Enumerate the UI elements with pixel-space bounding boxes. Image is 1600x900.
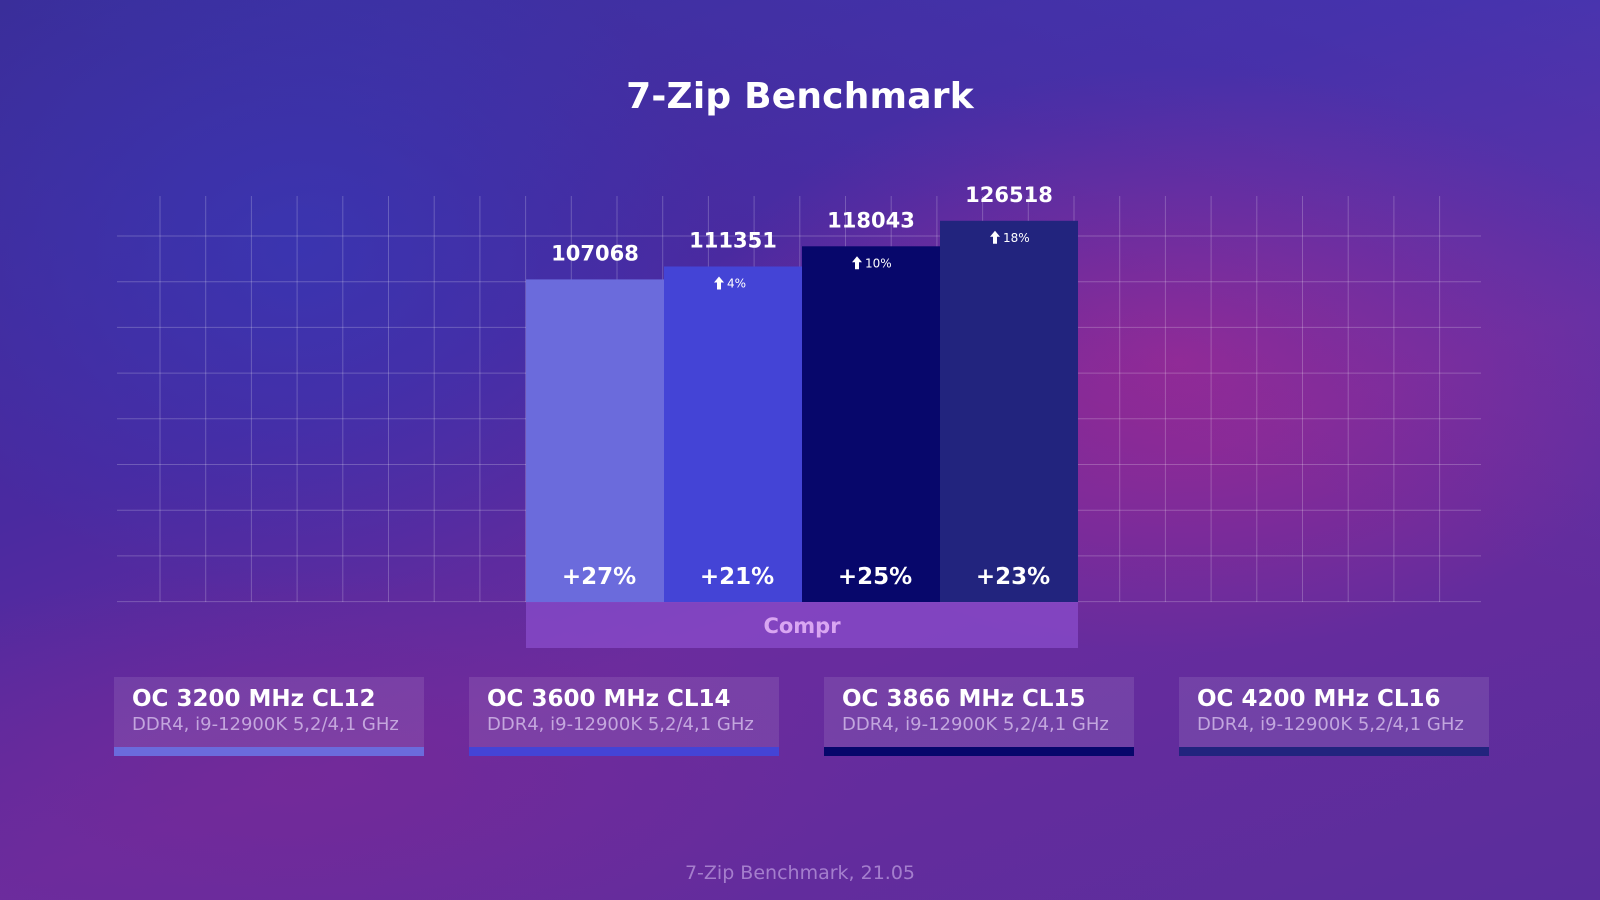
increase-arrow-icon: [714, 276, 724, 290]
bar: [526, 279, 664, 602]
legend-item: OC 3866 MHz CL15 DDR4, i9-12900K 5,2/4,1…: [824, 677, 1134, 756]
legend-item: OC 3200 MHz CL12 DDR4, i9-12900K 5,2/4,1…: [114, 677, 424, 756]
legend-item: OC 4200 MHz CL16 DDR4, i9-12900K 5,2/4,1…: [1179, 677, 1489, 756]
legend-swatch: [1179, 747, 1489, 756]
bar-value-label: 118043: [827, 208, 915, 232]
bar-value-label: 111351: [689, 229, 777, 253]
legend-swatch: [824, 747, 1134, 756]
legend-title: OC 3866 MHz CL15: [842, 686, 1086, 712]
legend-subtitle: DDR4, i9-12900K 5,2/4,1 GHz: [487, 714, 754, 735]
legend-swatch: [469, 747, 779, 756]
footer-caption: 7-Zip Benchmark, 21.05: [684, 862, 916, 884]
increase-label: 18%: [1003, 231, 1030, 245]
bar-value-label: 107068: [551, 241, 639, 265]
legend-title: OC 4200 MHz CL16: [1197, 686, 1441, 712]
increase-arrow-icon: [852, 256, 862, 270]
legend-title: OC 3200 MHz CL12: [132, 686, 376, 712]
legend-swatch: [114, 747, 424, 756]
legend-subtitle: DDR4, i9-12900K 5,2/4,1 GHz: [842, 714, 1109, 735]
category-band: [526, 602, 1078, 648]
bar-percent-label: +23%: [976, 564, 1050, 590]
increase-arrow-icon: [990, 230, 1000, 244]
bar-percent-label: +25%: [838, 564, 912, 590]
bar: [802, 246, 940, 603]
bar-percent-label: +21%: [700, 564, 774, 590]
legend-title: OC 3600 MHz CL14: [487, 686, 731, 712]
legend-subtitle: DDR4, i9-12900K 5,2/4,1 GHz: [132, 714, 399, 735]
bar-percent-label: +27%: [562, 564, 636, 590]
bars: 107068 +27% 111351 4% +21% 118043 10% +25% 12651…: [526, 183, 1078, 648]
legend-subtitle: DDR4, i9-12900K 5,2/4,1 GHz: [1197, 714, 1464, 735]
bar-value-label: 126518: [965, 183, 1053, 207]
category-label: Compr: [763, 614, 841, 638]
increase-label: 4%: [727, 276, 746, 290]
increase-label: 10%: [865, 256, 892, 270]
bar: [940, 220, 1078, 603]
legend-item: OC 3600 MHz CL14 DDR4, i9-12900K 5,2/4,1…: [469, 677, 779, 756]
chart-title: 7-Zip Benchmark: [626, 76, 974, 117]
bar: [664, 266, 802, 602]
